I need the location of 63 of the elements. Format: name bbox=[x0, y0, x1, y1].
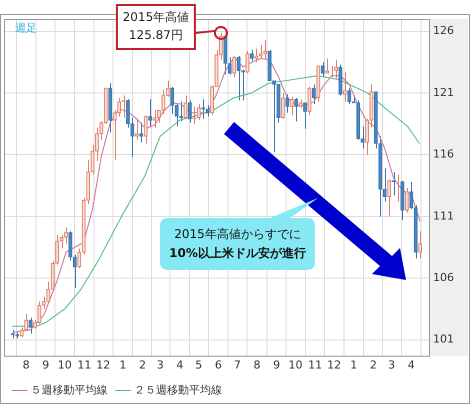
candlestick bbox=[250, 49, 254, 62]
candlestick bbox=[152, 110, 156, 128]
candlestick bbox=[201, 98, 206, 120]
candlestick bbox=[258, 44, 263, 59]
x-tick-label: 10 bbox=[288, 358, 303, 372]
x-tick-label: 11 bbox=[308, 358, 322, 372]
x-tick-label: 8 bbox=[22, 358, 30, 372]
x-tick-label: 1 bbox=[350, 358, 358, 372]
y-tick-label: 116 bbox=[433, 148, 454, 161]
candlestick bbox=[236, 56, 241, 101]
y-tick-label: 121 bbox=[433, 86, 454, 99]
y-tick-label: 126 bbox=[433, 24, 454, 38]
x-tick-label: 9 bbox=[273, 358, 280, 372]
y-tick-label: 101 bbox=[433, 332, 454, 346]
candlestick bbox=[308, 86, 312, 116]
annotation: 2015年高値 125.87円 bbox=[122, 10, 190, 42]
x-tick-label: 10 bbox=[58, 358, 72, 372]
legend-label: ５週移動平均線 bbox=[30, 383, 108, 396]
candlestick bbox=[28, 317, 32, 334]
x-tick-label: 12 bbox=[96, 358, 110, 372]
x-tick-label: 9 bbox=[42, 358, 50, 372]
x-tick-label: 11 bbox=[77, 358, 92, 372]
x-tick-label: 4 bbox=[408, 358, 415, 372]
candlestick bbox=[342, 72, 347, 102]
candlestick bbox=[325, 58, 330, 74]
x-tick-label: 2 bbox=[139, 358, 146, 372]
candlestick bbox=[72, 254, 77, 288]
candlestick bbox=[161, 88, 166, 114]
candlestick bbox=[254, 48, 258, 63]
y-tick-label: 106 bbox=[433, 270, 454, 284]
candlestick bbox=[68, 230, 72, 262]
candlestick bbox=[148, 98, 152, 127]
candlestick bbox=[387, 178, 392, 218]
candlestick bbox=[303, 102, 307, 130]
y-tick-label: 111 bbox=[433, 209, 454, 222]
candlestick bbox=[37, 301, 42, 324]
candlestick bbox=[184, 94, 188, 118]
x-tick-label: 2 bbox=[370, 358, 377, 372]
candlestick bbox=[404, 188, 409, 214]
x-tick-label: 8 bbox=[253, 358, 260, 372]
x-tick-label: 7 bbox=[234, 358, 241, 372]
candlestick bbox=[246, 50, 250, 74]
legend-label: ２５週移動平均線 bbox=[134, 383, 222, 396]
chart-title: 週足 bbox=[15, 21, 37, 34]
annotation: 2015年高値からすでに 10%以上米ドル安が進行 bbox=[169, 226, 306, 262]
candlestick bbox=[60, 234, 64, 249]
x-tick-label: 1 bbox=[119, 358, 126, 372]
candlestick bbox=[122, 94, 126, 118]
x-tick-label: 4 bbox=[176, 358, 184, 372]
candlestick bbox=[285, 94, 290, 114]
candlestick bbox=[418, 230, 422, 259]
candlestick bbox=[188, 100, 192, 124]
candlestick bbox=[64, 226, 68, 244]
candlestick bbox=[144, 114, 148, 144]
x-tick-label: 6 bbox=[214, 358, 222, 372]
x-tick-label: 5 bbox=[195, 358, 202, 372]
candlestick bbox=[312, 84, 316, 105]
candlestick bbox=[206, 104, 210, 117]
x-tick-label: 3 bbox=[156, 358, 164, 372]
candlestick bbox=[280, 92, 285, 120]
candlestick bbox=[263, 39, 268, 59]
x-tick-label: 3 bbox=[388, 358, 396, 372]
x-tick-label: 12 bbox=[327, 358, 342, 372]
